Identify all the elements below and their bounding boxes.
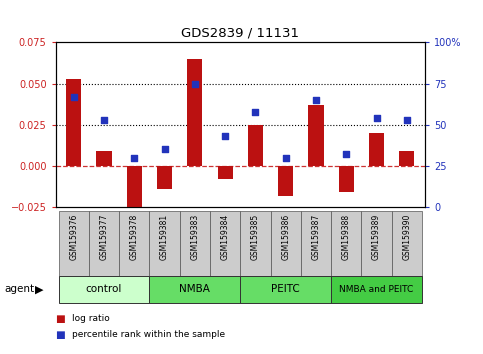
Point xyxy=(70,94,78,99)
Point xyxy=(342,152,350,157)
Text: NMBA: NMBA xyxy=(179,284,210,295)
Bar xyxy=(399,151,414,166)
Bar xyxy=(66,79,81,166)
Bar xyxy=(369,133,384,166)
Text: control: control xyxy=(86,284,122,295)
Bar xyxy=(149,211,180,276)
Text: percentile rank within the sample: percentile rank within the sample xyxy=(72,330,226,339)
Bar xyxy=(119,211,149,276)
Text: GSM159389: GSM159389 xyxy=(372,214,381,260)
Bar xyxy=(392,211,422,276)
Text: GSM159386: GSM159386 xyxy=(281,214,290,260)
Text: GSM159378: GSM159378 xyxy=(130,214,139,260)
Bar xyxy=(331,276,422,303)
Bar xyxy=(187,59,202,166)
Text: GSM159377: GSM159377 xyxy=(99,214,109,260)
Bar xyxy=(248,125,263,166)
Text: GSM159385: GSM159385 xyxy=(251,214,260,260)
Text: PEITC: PEITC xyxy=(271,284,300,295)
Text: GSM159381: GSM159381 xyxy=(160,214,169,260)
Bar xyxy=(97,151,112,166)
Text: log ratio: log ratio xyxy=(72,314,110,323)
Bar xyxy=(339,166,354,192)
Text: agent: agent xyxy=(5,284,35,295)
Bar xyxy=(270,211,301,276)
Point xyxy=(100,117,108,123)
Text: GSM159390: GSM159390 xyxy=(402,214,412,260)
Bar xyxy=(331,211,361,276)
Bar xyxy=(58,211,89,276)
Bar xyxy=(241,211,270,276)
Bar xyxy=(58,276,149,303)
Text: GSM159384: GSM159384 xyxy=(221,214,229,260)
Bar xyxy=(278,166,293,195)
Bar xyxy=(157,166,172,189)
Text: GSM159376: GSM159376 xyxy=(69,214,78,260)
Text: ■: ■ xyxy=(56,314,65,324)
Bar xyxy=(309,105,324,166)
Text: NMBA and PEITC: NMBA and PEITC xyxy=(340,285,414,294)
Text: ▶: ▶ xyxy=(35,284,44,295)
Bar xyxy=(301,211,331,276)
Point xyxy=(130,155,138,161)
Point xyxy=(403,117,411,123)
Point xyxy=(282,155,290,161)
Text: GSM159388: GSM159388 xyxy=(342,214,351,260)
Point xyxy=(191,81,199,86)
Point xyxy=(373,115,381,121)
Text: ■: ■ xyxy=(56,330,65,339)
Point xyxy=(252,109,259,114)
Bar xyxy=(210,211,241,276)
Title: GDS2839 / 11131: GDS2839 / 11131 xyxy=(181,27,299,40)
Bar xyxy=(180,211,210,276)
Bar xyxy=(149,276,241,303)
Bar xyxy=(217,166,233,179)
Text: GSM159383: GSM159383 xyxy=(190,214,199,260)
Text: GSM159387: GSM159387 xyxy=(312,214,321,260)
Bar xyxy=(89,211,119,276)
Point xyxy=(161,147,169,152)
Bar xyxy=(241,276,331,303)
Bar xyxy=(127,166,142,215)
Point xyxy=(221,133,229,139)
Point xyxy=(312,97,320,103)
Bar xyxy=(361,211,392,276)
